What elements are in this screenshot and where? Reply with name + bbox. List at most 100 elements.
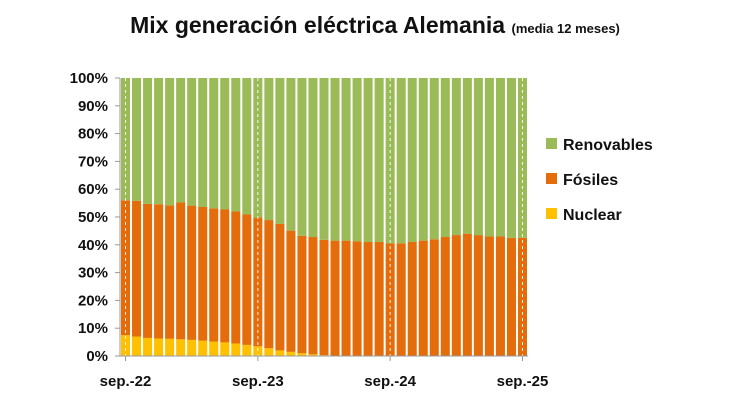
bar-fsiles-28: [429, 239, 439, 356]
legend: Renovables Fósiles Nuclear: [546, 137, 653, 224]
bar-renovables-16: [297, 78, 307, 236]
bar-fsiles-30: [451, 235, 461, 356]
bar-renovables-25: [396, 78, 406, 244]
y-tick-label-10: 100%: [70, 70, 108, 87]
bar-fsiles-12: [253, 217, 263, 347]
bar-renovables-1: [132, 78, 142, 201]
bar-renovables-3: [154, 78, 164, 205]
bar-nuclear-5: [176, 339, 186, 356]
bar-fsiles-35: [506, 237, 516, 356]
bar-nuclear-17: [308, 354, 318, 356]
bar-renovables-11: [242, 78, 252, 215]
bar-renovables-26: [407, 78, 417, 243]
bar-fsiles-21: [352, 241, 362, 356]
bar-nuclear-9: [220, 342, 230, 356]
bar-fsiles-24: [385, 243, 395, 356]
bar-renovables-17: [308, 78, 318, 238]
y-tick-label-3: 30%: [78, 265, 108, 282]
bar-renovables-9: [220, 78, 230, 210]
bar-renovables-19: [330, 78, 340, 241]
bar-renovables-18: [319, 78, 329, 240]
bar-fsiles-20: [341, 240, 351, 356]
y-tick-label-2: 20%: [78, 292, 108, 309]
y-tick-label-7: 70%: [78, 153, 108, 170]
bar-fsiles-31: [462, 233, 472, 356]
legend-label-fsiles: Fósiles: [563, 172, 618, 189]
bar-renovables-5: [176, 78, 186, 203]
bar-renovables-13: [264, 78, 274, 221]
bar-renovables-7: [198, 78, 208, 207]
bar-fsiles-33: [484, 236, 494, 356]
bar-fsiles-25: [396, 243, 406, 356]
bar-fsiles-18: [319, 239, 329, 356]
bar-renovables-4: [165, 78, 175, 206]
bar-nuclear-13: [264, 348, 274, 356]
bar-fsiles-22: [363, 242, 373, 356]
bar-nuclear-4: [165, 338, 175, 356]
bar-renovables-32: [473, 78, 483, 236]
bar-fsiles-7: [198, 206, 208, 341]
y-tick-label-8: 80%: [78, 126, 108, 143]
bar-renovables-14: [275, 78, 285, 224]
bar-renovables-27: [418, 78, 428, 241]
bar-fsiles-29: [440, 237, 450, 356]
bar-renovables-22: [363, 78, 373, 243]
bar-nuclear-15: [286, 351, 296, 356]
bar-fsiles-1: [132, 200, 142, 337]
bar-nuclear-12: [253, 346, 263, 356]
x-tick-label-1: sep.-23: [232, 373, 284, 390]
bar-fsiles-19: [330, 240, 340, 356]
bar-nuclear-16: [297, 353, 307, 356]
legend-swatch-fsiles: [546, 173, 557, 184]
bar-nuclear-2: [143, 337, 153, 356]
chart-title: Mix generación eléctrica Alemania (media…: [0, 12, 750, 39]
bar-fsiles-11: [242, 214, 252, 345]
bar-nuclear-0: [121, 335, 131, 356]
bar-renovables-28: [429, 78, 439, 240]
bar-fsiles-6: [187, 205, 197, 340]
y-tick-label-0: 0%: [86, 348, 108, 365]
bar-nuclear-8: [209, 341, 219, 356]
y-tick-label-1: 10%: [78, 320, 108, 337]
axes: 0% 10% 20% 30% 40% 50% 60% 70% 80% 90% 100% sep.-22…: [70, 70, 549, 390]
bar-nuclear-1: [132, 336, 142, 356]
legend-swatch-renovables: [546, 138, 557, 149]
bar-fsiles-32: [473, 235, 483, 356]
chart-title-text: Mix generación eléctrica Alemania: [130, 12, 506, 38]
bar-renovables-21: [352, 78, 362, 242]
legend-swatch-nuclear: [546, 208, 557, 219]
chart-subtitle: (media 12 meses): [511, 21, 620, 36]
bar-nuclear-7: [198, 340, 208, 356]
bar-renovables-23: [374, 78, 384, 243]
bar-renovables-10: [231, 78, 241, 212]
bar-renovables-20: [341, 78, 351, 241]
bar-fsiles-4: [165, 205, 175, 339]
y-tick-label-5: 50%: [78, 209, 108, 226]
y-tick-label-4: 40%: [78, 237, 108, 254]
bar-fsiles-23: [374, 242, 384, 356]
bar-fsiles-10: [231, 211, 241, 344]
bar-fsiles-5: [176, 202, 186, 340]
bar-fsiles-14: [275, 223, 285, 351]
bar-fsiles-13: [264, 220, 274, 349]
bar-nuclear-14: [275, 350, 285, 356]
bar-renovables-34: [495, 78, 505, 237]
bar-fsiles-0: [121, 200, 131, 336]
bar-renovables-12: [253, 78, 263, 218]
bar-fsiles-9: [220, 209, 230, 343]
bar-renovables-24: [385, 78, 395, 244]
bar-nuclear-11: [242, 344, 252, 356]
bar-renovables-6: [187, 78, 197, 206]
bar-fsiles-27: [418, 240, 428, 356]
bar-fsiles-2: [143, 203, 153, 338]
bar-fsiles-17: [308, 237, 318, 355]
bar-renovables-31: [462, 78, 472, 234]
bar-fsiles-15: [286, 230, 296, 352]
bar-renovables-15: [286, 78, 296, 231]
y-tick-label-6: 60%: [78, 181, 108, 198]
bar-fsiles-34: [495, 236, 505, 356]
plot-area: [121, 78, 527, 356]
bar-renovables-33: [484, 78, 494, 237]
bar-nuclear-10: [231, 343, 241, 356]
